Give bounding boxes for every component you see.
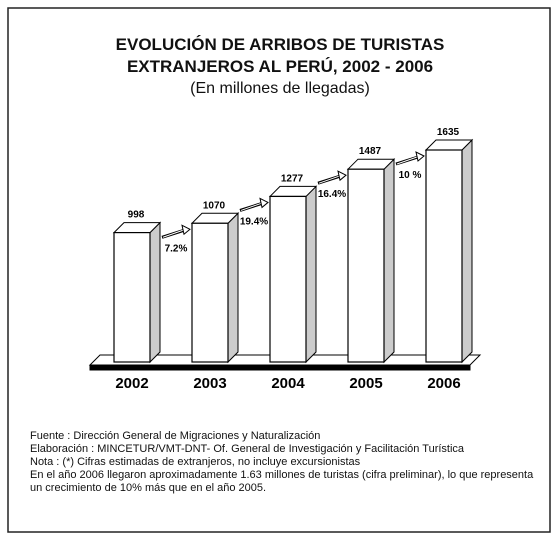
- x-tick-label: 2005: [349, 375, 382, 392]
- value-label: 1635: [437, 127, 460, 138]
- growth-arrowhead: [337, 170, 347, 182]
- bar: [269, 195, 307, 363]
- x-tick-label: 2002: [115, 375, 148, 392]
- bar: [113, 231, 151, 363]
- bar-side: [461, 138, 473, 364]
- growth-label: 7.2%: [165, 243, 188, 254]
- growth-label: 16.4%: [318, 189, 346, 200]
- growth-arrow-inner: [240, 202, 262, 211]
- frame: [7, 7, 551, 533]
- growth-arrow-inner: [162, 229, 184, 238]
- floor-front: [89, 364, 471, 371]
- note-line: Nota : (*) Cifras estimadas de extranjer…: [30, 456, 361, 468]
- chart-subtitle: (En millones de llegadas): [190, 80, 370, 97]
- chart-title: EVOLUCIÓN DE ARRIBOS DE TURISTAS EXTRANJ…: [115, 35, 445, 76]
- x-tick-label: 2003: [193, 375, 226, 392]
- growth-arrowhead: [415, 151, 425, 162]
- bar-side: [149, 221, 161, 364]
- value-label: 998: [128, 210, 145, 221]
- bar-side: [383, 157, 395, 364]
- growth-label: 10 %: [399, 170, 422, 181]
- notes: Fuente : Dirección General de Migracione…: [30, 430, 540, 495]
- bar: [347, 168, 385, 363]
- value-label: 1487: [359, 146, 382, 157]
- x-tick-label: 2004: [271, 375, 305, 392]
- value-label: 1277: [281, 173, 304, 184]
- bar: [425, 149, 463, 363]
- bar-side: [227, 212, 239, 364]
- growth-label: 19.4%: [240, 216, 268, 227]
- bar-side: [305, 185, 317, 364]
- growth-arrow-inner: [318, 175, 340, 184]
- value-label: 1070: [203, 200, 226, 211]
- growth-arrowhead: [181, 224, 191, 236]
- bar: [191, 222, 229, 363]
- note-line: Fuente : Dirección General de Migracione…: [30, 430, 321, 442]
- x-tick-label: 2006: [427, 375, 460, 392]
- growth-arrowhead: [259, 197, 269, 209]
- note-line: En el año 2006 llegaron aproximadamente …: [30, 469, 534, 494]
- growth-arrow-inner: [396, 156, 418, 165]
- note-line: Elaboración : MINCETUR/VMT-DNT- Of. Gene…: [30, 443, 465, 455]
